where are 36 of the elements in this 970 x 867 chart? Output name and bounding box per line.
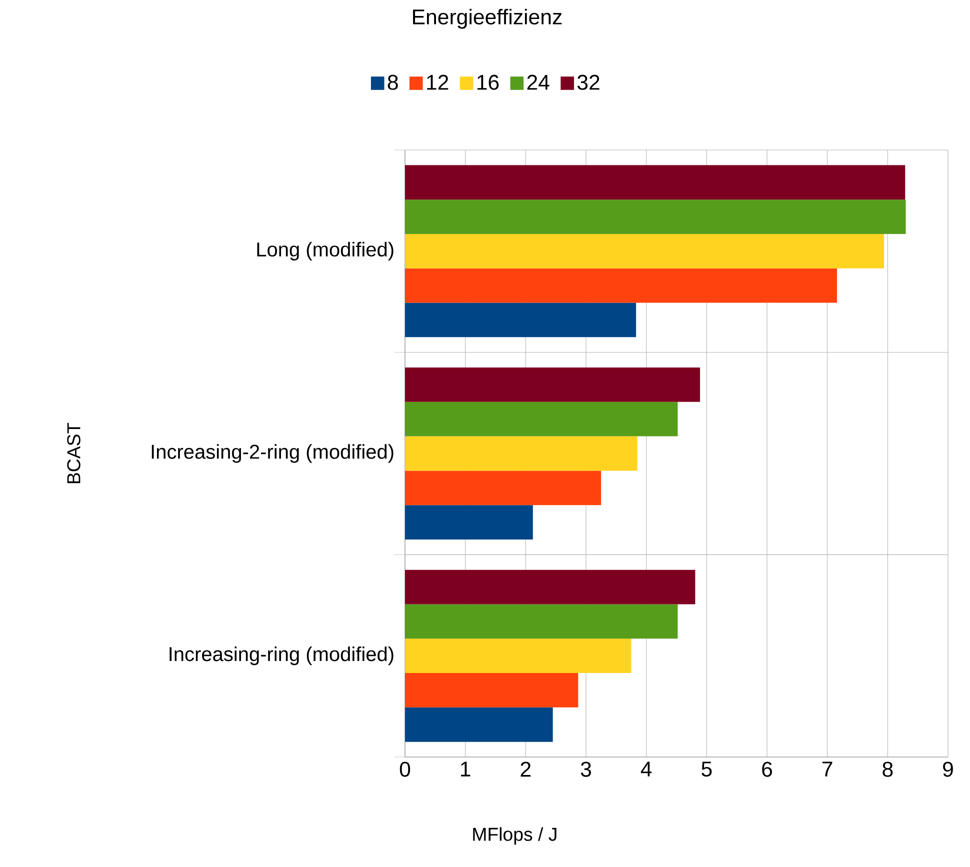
x-tick-label: 2: [520, 762, 531, 777]
bar: [405, 707, 553, 742]
chart-title: Energieeffizienz: [413, 8, 562, 29]
x-tick-label: 8: [882, 762, 893, 777]
bar: [405, 268, 837, 303]
y-tick-label: Increasing-2-ring (modified): [152, 444, 394, 463]
bar: [405, 505, 533, 540]
bar: [405, 200, 906, 234]
bar: [405, 402, 678, 436]
bar: [405, 234, 884, 268]
x-tick-label: 3: [580, 762, 591, 777]
bar: [405, 604, 678, 639]
bar: [405, 673, 578, 708]
legend-label: 16: [477, 74, 499, 90]
x-tick-label: 1: [461, 762, 470, 776]
y-axis-title: BCAST: [67, 422, 80, 484]
x-tick-label: 7: [822, 762, 832, 776]
y-tick-label: Increasing-ring (modified): [170, 646, 394, 666]
legend-label: 12: [427, 74, 448, 90]
legend-label: 32: [577, 74, 600, 90]
bar: [405, 638, 632, 674]
bar: [405, 302, 636, 338]
bar: [405, 165, 906, 200]
y-tick-label: Long (modified): [257, 242, 394, 260]
x-tick-label: 5: [702, 762, 712, 777]
x-tick-label: 6: [762, 762, 772, 777]
x-tick-label: 0: [400, 762, 410, 777]
x-tick-label: 9: [943, 762, 953, 777]
bar: [405, 570, 696, 604]
bar: [405, 436, 638, 471]
bar: [405, 470, 602, 506]
legend-label: 8: [388, 74, 398, 90]
x-tick-label: 4: [640, 762, 652, 776]
bar: [405, 368, 700, 402]
legend-label: 24: [527, 74, 550, 90]
x-axis-title: MFlops / J: [473, 827, 556, 845]
